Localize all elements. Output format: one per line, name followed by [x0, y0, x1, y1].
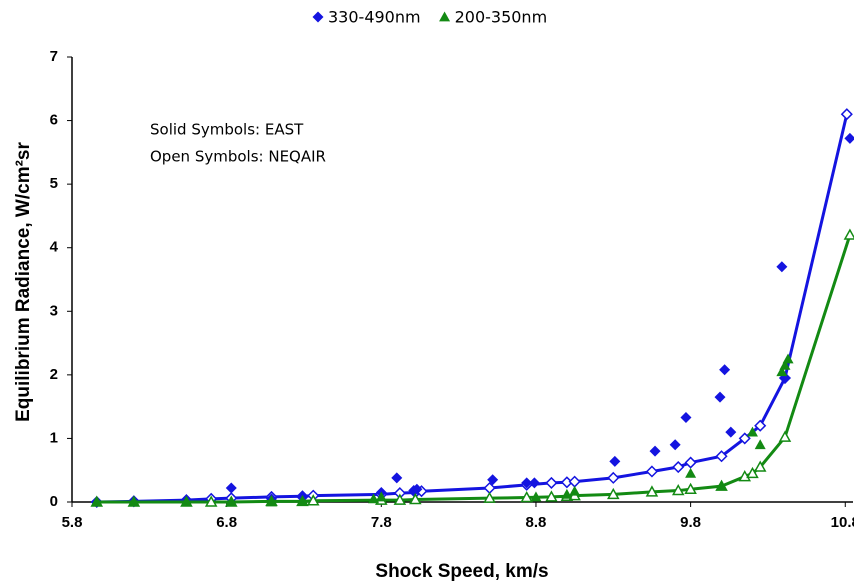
model-point	[483, 491, 496, 503]
data-point	[561, 488, 573, 499]
data-point	[530, 491, 542, 502]
data-point	[779, 359, 791, 370]
model-point	[607, 471, 620, 484]
data-point	[714, 391, 726, 403]
data-point	[128, 496, 140, 507]
model-point	[684, 456, 697, 469]
model-point	[715, 450, 728, 463]
y-tick-label: 6	[50, 112, 58, 129]
model-line	[96, 113, 849, 504]
data-point	[609, 455, 621, 467]
data-point	[669, 439, 681, 451]
data-point	[716, 480, 728, 491]
model-point	[738, 470, 752, 482]
model-point	[545, 490, 558, 502]
model-point	[778, 430, 792, 442]
model-point	[753, 460, 767, 472]
x-axis-label: Shock Speed, km/s	[375, 561, 548, 582]
model-point	[843, 228, 854, 240]
y-axis-label: Equilibrium Radiance, W/cm²sr	[13, 142, 34, 422]
model-point	[393, 493, 407, 505]
y-tick-label: 4	[50, 239, 59, 256]
model-point	[671, 484, 685, 496]
x-tick-label: 5.8	[62, 514, 83, 531]
data-point	[296, 495, 308, 506]
data-point	[776, 261, 788, 273]
model-point	[204, 495, 218, 507]
data-point	[411, 483, 423, 495]
data-point	[375, 491, 387, 502]
x-tick-label: 9.8	[680, 514, 701, 531]
model-point	[738, 432, 751, 445]
model-point	[306, 494, 320, 506]
data-point	[782, 353, 794, 364]
legend-label: 200-350nm	[455, 8, 548, 27]
y-tick-label: 7	[50, 48, 58, 65]
data-point	[266, 496, 278, 507]
model-point	[520, 491, 533, 503]
legend-marker	[439, 11, 451, 22]
model-point	[409, 492, 422, 505]
data-point	[746, 426, 758, 437]
legend-label: 330-490nm	[328, 8, 421, 27]
y-tick-label: 2	[50, 366, 58, 383]
data-point	[680, 411, 692, 423]
y-tick-label: 5	[50, 175, 58, 192]
data-point	[844, 132, 854, 144]
data-point	[685, 467, 697, 478]
data-point	[91, 496, 103, 507]
model-point	[545, 476, 558, 489]
data-point	[487, 474, 499, 486]
data-point	[569, 485, 581, 496]
model-point	[840, 108, 853, 121]
data-point	[180, 496, 192, 507]
data-point	[528, 477, 540, 489]
model-line	[96, 234, 852, 504]
model-point	[684, 482, 697, 495]
model-point	[568, 475, 581, 488]
data-point	[649, 445, 661, 457]
data-point	[225, 482, 237, 494]
x-tick-label: 8.8	[526, 514, 547, 531]
data-point	[521, 477, 533, 489]
y-tick-label: 1	[50, 429, 58, 446]
data-point	[754, 439, 766, 450]
model-point	[645, 485, 659, 497]
y-tick-label: 3	[50, 302, 58, 319]
data-point	[391, 472, 403, 484]
data-point	[776, 366, 788, 377]
annotation: Open Symbols: NEQAIR	[150, 148, 326, 166]
data-point	[725, 426, 737, 438]
model-point	[746, 466, 759, 479]
model-point	[754, 419, 767, 432]
model-point	[645, 465, 659, 478]
y-tick-label: 0	[50, 493, 58, 510]
data-point	[225, 496, 237, 507]
x-tick-label: 7.8	[371, 514, 392, 531]
legend-marker	[312, 11, 324, 23]
model-point	[607, 487, 620, 500]
data-point	[719, 364, 731, 376]
x-tick-label: 6.8	[216, 514, 237, 531]
model-point	[672, 460, 685, 474]
annotation: Solid Symbols: EAST	[150, 121, 304, 139]
x-tick-label: 10.8	[831, 514, 854, 531]
